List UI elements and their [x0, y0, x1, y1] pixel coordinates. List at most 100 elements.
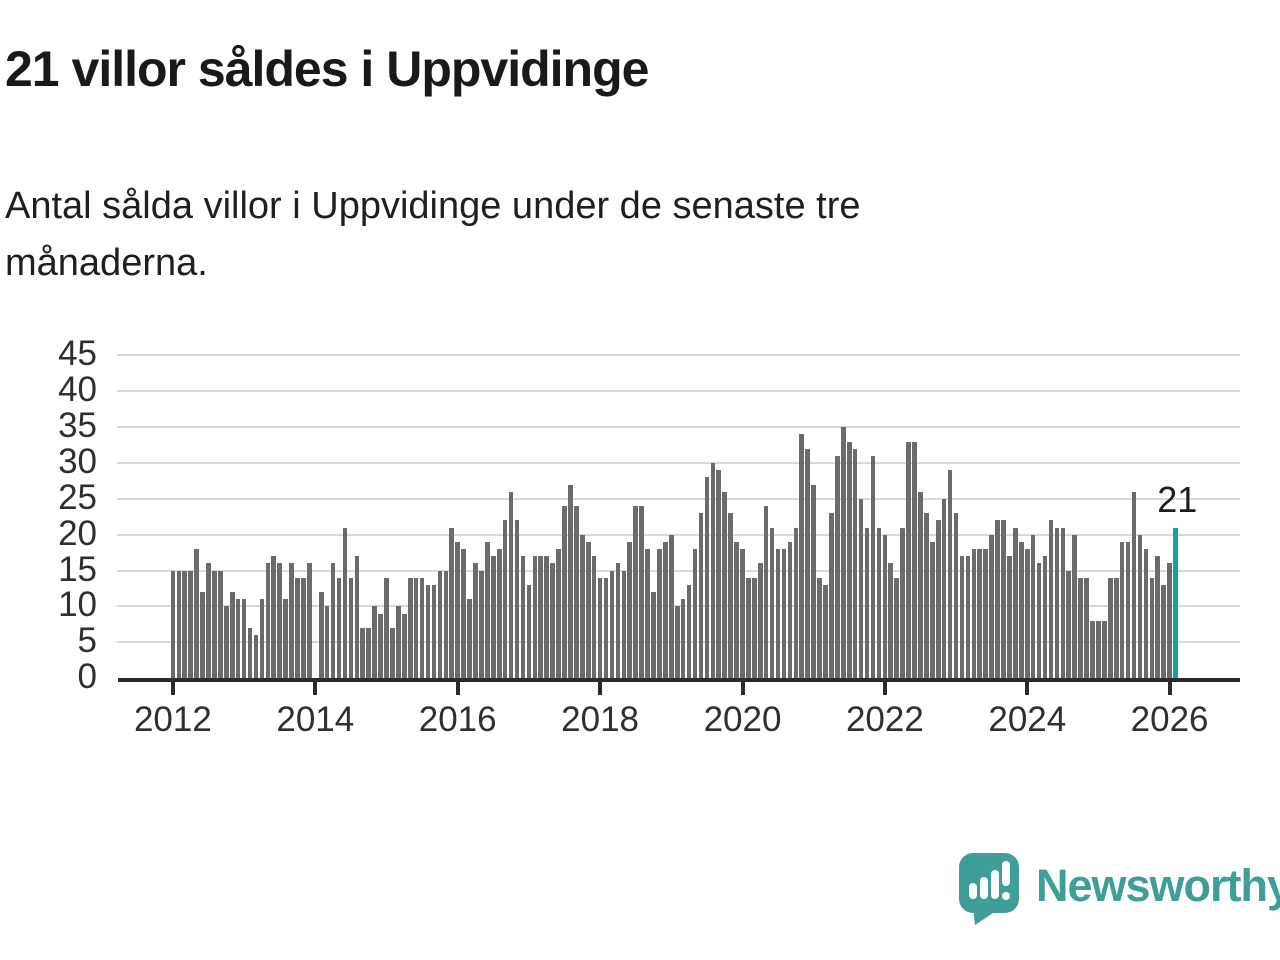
bar: [1054, 527, 1060, 678]
bar: [900, 527, 905, 678]
bar: [603, 577, 609, 678]
bar: [716, 470, 722, 678]
bar: [906, 441, 911, 678]
chart-subtitle-line2: månaderna.: [5, 242, 208, 284]
bar: [1042, 556, 1048, 678]
bar: [485, 541, 490, 678]
bar: [1078, 577, 1083, 678]
bar: [728, 513, 733, 678]
bar: [858, 498, 864, 678]
bar: [1137, 534, 1143, 678]
bar: [401, 613, 407, 678]
bar: [1143, 549, 1149, 678]
bar: [1108, 577, 1113, 678]
bar: [835, 455, 840, 678]
bar: [710, 463, 716, 678]
bar: [680, 599, 686, 678]
y-axis-label: 10: [58, 585, 97, 625]
bar: [212, 570, 217, 678]
bar: [443, 570, 449, 678]
y-axis-label: 0: [77, 657, 97, 696]
bar: [200, 592, 205, 678]
bar: [775, 549, 781, 678]
bar: [336, 577, 342, 678]
bar: [241, 599, 247, 678]
chart-title: 21 villor såldes i Uppvidinge: [5, 41, 649, 97]
bar: [461, 549, 466, 678]
bar: [918, 491, 923, 678]
bar: [550, 563, 555, 678]
bar: [1149, 577, 1155, 678]
bar: [235, 599, 241, 678]
bar: [1161, 584, 1167, 678]
x-axis-tick: [598, 682, 603, 695]
bar: [1013, 527, 1018, 678]
bar: [479, 570, 484, 678]
bar: [176, 570, 182, 678]
bar: [971, 549, 977, 678]
bar: [1036, 563, 1042, 678]
bar: [556, 549, 561, 678]
bar: [455, 541, 460, 678]
bar: [1167, 563, 1172, 678]
bar: [277, 563, 282, 678]
bar: [366, 627, 371, 678]
bar: [1125, 541, 1131, 678]
bar: [989, 534, 994, 678]
bar: [651, 592, 656, 678]
bar: [894, 577, 900, 678]
x-axis-tick: [313, 682, 318, 695]
x-axis-label: 2020: [703, 700, 782, 739]
bar: [1060, 527, 1066, 678]
bar: [1113, 577, 1119, 678]
bar: [983, 549, 989, 678]
bar: [206, 563, 211, 678]
x-axis-tick: [1167, 682, 1172, 695]
bar: [324, 606, 330, 678]
bar: [271, 556, 277, 678]
grid-line: [117, 569, 1240, 572]
x-axis-tick: [740, 682, 745, 695]
x-axis-tick: [882, 682, 887, 695]
bar: [562, 506, 567, 678]
bar: [609, 570, 615, 678]
bar: [514, 520, 520, 678]
bar: [218, 570, 223, 678]
bar: [194, 549, 199, 678]
bar: [627, 541, 633, 678]
y-axis-label: 25: [58, 477, 97, 517]
bar: [645, 549, 650, 678]
bar: [930, 541, 935, 678]
bar: [348, 577, 354, 678]
bar: [182, 570, 188, 678]
bar: [574, 506, 579, 678]
bar: [538, 556, 544, 678]
bar: [1030, 534, 1036, 678]
newsworthy-logo-icon: [959, 853, 1019, 925]
bar: [953, 513, 959, 678]
grid-line: [117, 497, 1240, 500]
x-axis-label: 2024: [988, 700, 1067, 739]
bar: [1019, 541, 1024, 678]
bar: [597, 577, 603, 678]
y-axis-label: 15: [58, 549, 97, 589]
bar: [935, 520, 941, 678]
x-axis-label: 2022: [845, 700, 924, 739]
bar: [799, 434, 805, 678]
bar: [668, 534, 674, 678]
bar: [615, 563, 621, 678]
bar: [259, 599, 265, 678]
bar: [502, 520, 508, 678]
bar: [1001, 520, 1006, 678]
bar: [763, 506, 769, 678]
y-axis-label: 35: [58, 406, 97, 446]
bar: [674, 606, 680, 678]
grid-line: [117, 390, 1240, 393]
bar: [805, 448, 811, 678]
bar: [1048, 520, 1054, 678]
bar: [639, 506, 644, 678]
bar: [841, 427, 846, 678]
y-axis-label: 45: [58, 334, 97, 374]
bar: [253, 635, 259, 678]
